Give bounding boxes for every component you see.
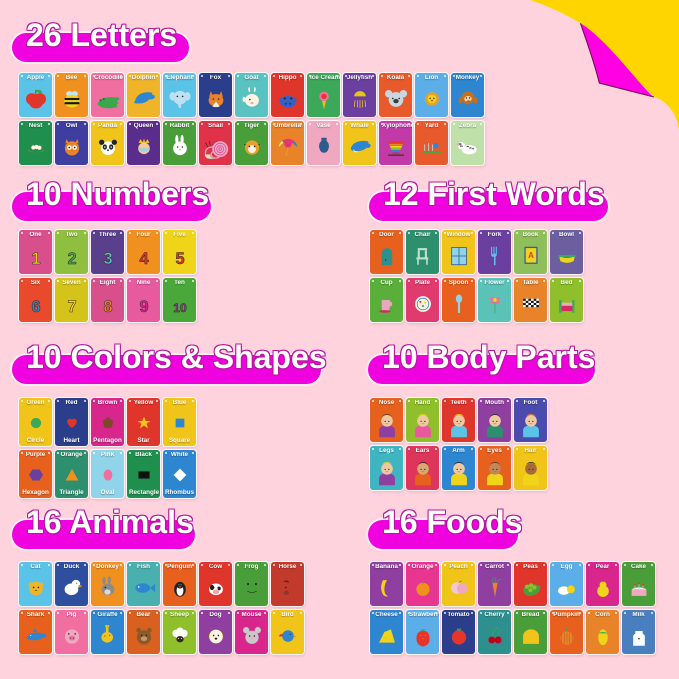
svg-text:8: 8 xyxy=(103,298,112,316)
svg-text:9: 9 xyxy=(139,298,148,316)
svg-text:6: 6 xyxy=(31,298,40,316)
svg-text:10: 10 xyxy=(173,301,187,315)
svg-text:A: A xyxy=(528,252,534,261)
svg-text:2: 2 xyxy=(67,250,76,268)
svg-text:4: 4 xyxy=(139,250,149,268)
svg-text:7: 7 xyxy=(67,298,76,316)
svg-text:5: 5 xyxy=(175,250,184,268)
svg-text:1: 1 xyxy=(31,250,40,268)
svg-text:3: 3 xyxy=(103,250,112,268)
